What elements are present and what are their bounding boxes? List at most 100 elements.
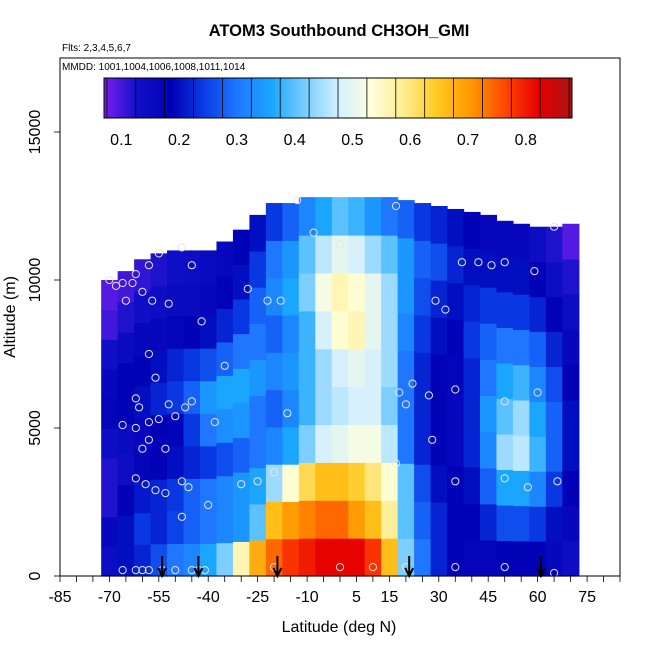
- heatmap-cell: [134, 512, 152, 545]
- sample-point: [335, 563, 345, 572]
- heatmap-cell: [562, 364, 580, 401]
- heatmap-cell: [447, 319, 465, 357]
- heatmap-cell: [512, 294, 531, 331]
- sample-point: [144, 435, 153, 444]
- heatmap-cell: [331, 462, 349, 501]
- heatmap-cell: [134, 480, 152, 514]
- sample-point: [135, 403, 144, 412]
- heatmap-cell: [249, 539, 267, 577]
- heatmap-cell: [216, 509, 234, 544]
- heatmap-cell: [315, 386, 333, 426]
- sample-point: [144, 261, 153, 270]
- heatmap-cell: [430, 243, 448, 281]
- heatmap-cell: [463, 393, 481, 431]
- heatmap-cell: [265, 501, 283, 540]
- axes-layer: -85 -70 -55 -40 -25 -10 5 15 30 45 60 75 0 5000 10000 1…: [27, 110, 621, 606]
- heatmap-cell: [512, 364, 531, 401]
- heatmap-cell: [364, 348, 382, 388]
- x-tick-label: -25: [246, 589, 269, 606]
- x-tick-label: -40: [197, 589, 220, 606]
- sample-point: [131, 566, 140, 575]
- heatmap-cell: [496, 362, 514, 399]
- heatmap-cell: [529, 261, 547, 298]
- colorbar-tick-label: 0.2: [168, 132, 190, 149]
- heatmap-cell: [512, 258, 531, 295]
- sample-point: [181, 403, 190, 412]
- heatmap-cell: [480, 250, 498, 288]
- sample-point: [220, 361, 229, 370]
- sample-point: [154, 249, 163, 258]
- heatmap-cell: [282, 240, 300, 279]
- heatmap-cell: [183, 348, 201, 382]
- heatmap-cell: [545, 401, 563, 437]
- heatmap-cell: [430, 428, 448, 466]
- sample-point: [161, 489, 170, 498]
- sample-point: [118, 420, 127, 430]
- heatmap-cell: [545, 226, 563, 263]
- y-tick-label: 0: [27, 571, 44, 580]
- heatmap-cell: [562, 258, 580, 295]
- heatmap-cell: [480, 214, 498, 252]
- heatmap-cell: [315, 310, 333, 350]
- x-tick-label: -10: [296, 589, 319, 606]
- heatmap-cell: [101, 516, 119, 547]
- heatmap-cell: [381, 424, 399, 463]
- heatmap-cell: [529, 366, 547, 402]
- heatmap-cell: [364, 500, 382, 539]
- heatmap-cell: [331, 386, 349, 426]
- sample-point: [177, 243, 186, 252]
- heatmap-cell: [496, 398, 514, 435]
- sample-point: [171, 412, 180, 421]
- heatmap-cell: [545, 541, 563, 577]
- heatmap-cell: [150, 414, 168, 448]
- heatmap-cell: [200, 250, 218, 284]
- sample-point: [131, 394, 140, 403]
- sample-point: [164, 299, 173, 308]
- y-tick-label: 5000: [27, 410, 44, 446]
- heatmap-cell: [414, 538, 432, 577]
- heatmap-cell: [545, 436, 563, 472]
- heatmap-cell: [167, 413, 185, 447]
- sample-point: [243, 284, 252, 293]
- colorbar-tick-label: 0.3: [226, 132, 248, 149]
- sample-points-layer: [105, 196, 562, 578]
- sample-point: [141, 480, 150, 489]
- heatmap-cell: [232, 402, 251, 439]
- heatmap-cell: [134, 354, 152, 387]
- heatmap-cell: [200, 380, 218, 414]
- heatmap-cell: [150, 285, 168, 319]
- sample-point: [391, 459, 401, 468]
- x-tick-label: 5: [352, 589, 361, 606]
- heatmap-cell: [249, 323, 267, 360]
- sample-point: [533, 388, 542, 397]
- sample-point: [451, 385, 460, 394]
- heatmap-cell: [512, 435, 531, 471]
- heatmap-cell: [562, 329, 580, 366]
- heatmap-cell: [463, 466, 481, 504]
- sample-point: [237, 480, 246, 489]
- heatmap-cell: [414, 426, 432, 465]
- heatmap-cell: [315, 235, 333, 274]
- heatmap-cell: [529, 436, 547, 472]
- heatmap-cell: [430, 354, 448, 392]
- heatmap-cell: [414, 389, 432, 428]
- heatmap-cell: [249, 287, 267, 324]
- sample-point: [144, 418, 153, 427]
- heatmap-cell: [545, 366, 563, 402]
- heatmap-cell: [134, 544, 152, 577]
- sample-point: [148, 296, 157, 305]
- heatmap-cell: [463, 284, 481, 322]
- heatmap-cell: [134, 290, 152, 324]
- heatmap-cell: [167, 543, 185, 577]
- sample-point: [428, 435, 437, 444]
- heatmap-cell: [216, 475, 234, 510]
- heatmap-cell: [282, 389, 300, 428]
- sample-point: [451, 477, 460, 486]
- heatmap-cell: [200, 510, 218, 545]
- heatmap-cell: [167, 478, 185, 512]
- flight-markers-layer: [157, 556, 546, 579]
- heatmap-cell: [447, 502, 465, 540]
- heatmap-cell: [562, 435, 580, 471]
- heatmap-cell: [381, 310, 399, 350]
- heatmap-cell: [232, 368, 251, 404]
